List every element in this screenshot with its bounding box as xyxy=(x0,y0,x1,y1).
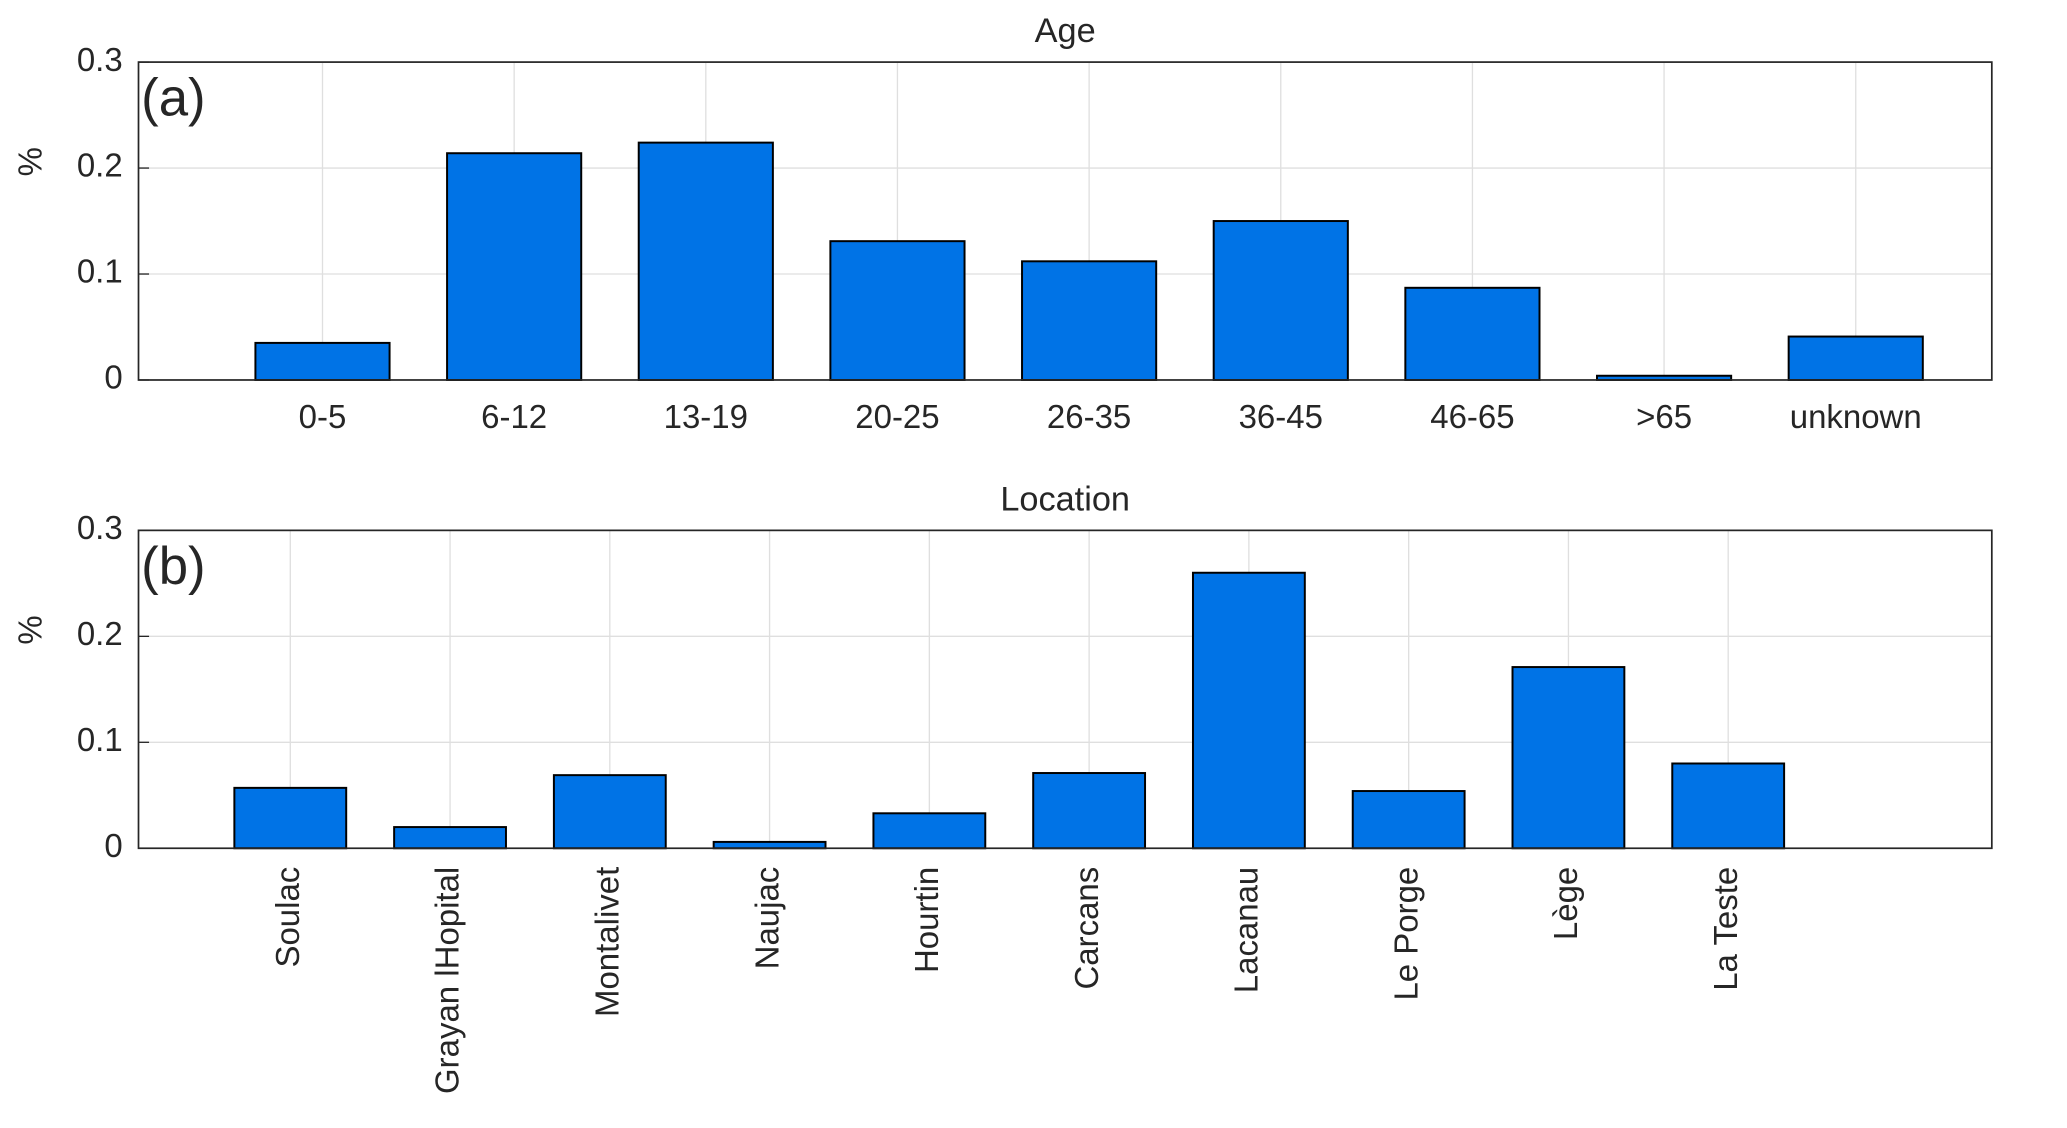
bar xyxy=(1191,571,1306,850)
x-tick-label: 26-35 xyxy=(1047,398,1131,435)
y-tick-label: 0.3 xyxy=(77,509,123,546)
bar xyxy=(552,774,667,850)
bar xyxy=(1671,762,1786,850)
x-tick-label: 0-5 xyxy=(299,398,347,435)
panel-label: (b) xyxy=(141,537,205,596)
bar xyxy=(1032,772,1147,850)
x-tick-label: Hourtin xyxy=(908,867,945,973)
x-tick-label: La Teste xyxy=(1707,867,1744,991)
bar xyxy=(1511,666,1626,850)
x-tick-label: >65 xyxy=(1636,398,1692,435)
x-tick-label: unknown xyxy=(1790,398,1922,435)
bar xyxy=(446,152,583,381)
x-tick-label: Naujac xyxy=(748,867,785,970)
y-tick-label: 0.1 xyxy=(77,721,123,758)
y-tick-label: 0.2 xyxy=(77,615,123,652)
axes-box xyxy=(137,529,1993,850)
y-tick-label: 0.3 xyxy=(77,41,123,78)
y-tick-label: 0 xyxy=(104,359,122,396)
chart-panel: 0 0.1 0.2 0.3 0-5 6-12 13-19 20-25 26-35 36-45 46-… xyxy=(12,12,1993,435)
x-tick-label: Montalivet xyxy=(589,867,626,1017)
x-tick-label: 6-12 xyxy=(481,398,547,435)
bar xyxy=(1787,335,1924,381)
chart-title: Location xyxy=(1000,480,1130,518)
bar xyxy=(1404,286,1541,381)
bar xyxy=(1021,260,1158,381)
x-tick-label: Le Porge xyxy=(1387,867,1424,1001)
bar xyxy=(829,240,966,381)
bar xyxy=(872,812,987,850)
x-tick-label: Lège xyxy=(1547,867,1584,940)
bar xyxy=(233,786,348,850)
panel-label: (a) xyxy=(141,69,205,128)
bar xyxy=(393,826,507,850)
chart-title: Age xyxy=(1035,12,1096,50)
bar xyxy=(1212,220,1349,381)
y-tick-label: 0.2 xyxy=(77,147,123,184)
axes-box xyxy=(137,61,1993,381)
y-axis-label: % xyxy=(12,147,49,176)
x-tick-label: 20-25 xyxy=(855,398,939,435)
bar xyxy=(637,141,774,381)
y-tick-label: 0.1 xyxy=(77,253,123,290)
x-tick-label: Lacanau xyxy=(1228,867,1265,993)
x-tick-label: Carcans xyxy=(1068,867,1105,990)
y-axis-label: % xyxy=(12,615,49,644)
x-tick-label: 46-65 xyxy=(1430,398,1514,435)
y-tick-label: 0 xyxy=(104,827,122,864)
x-tick-label: 13-19 xyxy=(664,398,748,435)
bar xyxy=(254,341,391,381)
chart-panel: 0 0.1 0.2 0.3 Soulac Grayan lHopital Montalive… xyxy=(12,480,1993,1094)
x-tick-label: 36-45 xyxy=(1239,398,1323,435)
x-tick-label: Grayan lHopital xyxy=(429,867,466,1094)
bar xyxy=(1351,790,1466,850)
x-tick-label: Soulac xyxy=(269,867,306,968)
bar xyxy=(712,840,827,850)
